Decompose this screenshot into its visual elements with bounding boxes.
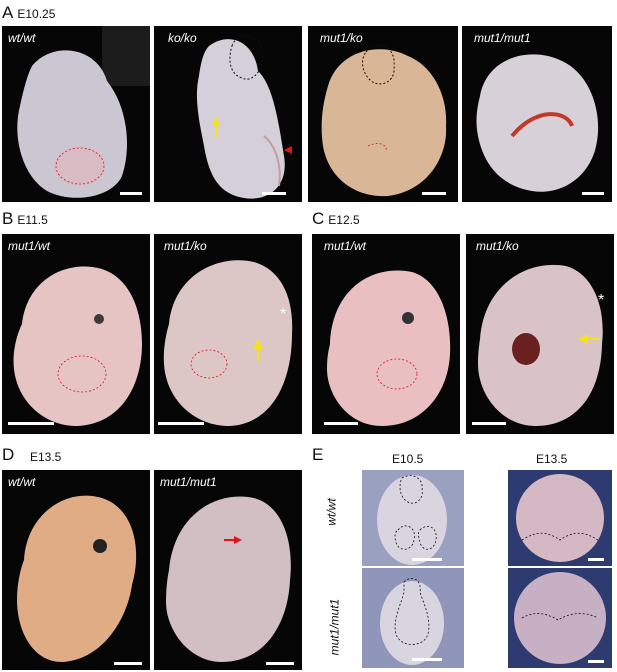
embryo-drawing (13, 266, 142, 426)
stage-label-c: E12.5 (328, 213, 360, 227)
genotype-label: mut1/wt (324, 239, 367, 253)
genotype-label: mut1/mut1 (474, 31, 531, 45)
embryo-drawing (196, 35, 292, 199)
image-c-mut1-wt: mut1/wt (312, 234, 460, 434)
asterisk-marker: * (598, 292, 605, 309)
embryo-drawing (478, 264, 603, 426)
embryo-drawing (17, 495, 137, 662)
scale-bar (588, 558, 604, 561)
stage-label-a: E10.25 (17, 7, 56, 21)
scale-bar (588, 660, 604, 663)
stage-label-e-13-5: E13.5 (536, 452, 568, 466)
genotype-label: wt/wt (8, 31, 36, 45)
genotype-label: mut1/ko (476, 239, 519, 253)
panel-label-b: B E11.5 (2, 209, 48, 228)
image-b-mut1-ko: mut1/ko * (154, 234, 302, 434)
scale-bar (412, 558, 442, 561)
stage-label-d: E13.5 (30, 450, 62, 464)
embryo-drawing (163, 260, 293, 426)
scale-bar (324, 422, 358, 425)
image-a-mut1-mut1: mut1/mut1 (462, 26, 612, 202)
scale-bar (120, 192, 142, 195)
image-a-wt-wt: wt/wt (2, 26, 150, 202)
genotype-label: mut1/mut1 (160, 475, 217, 489)
image-a-ko-ko: ko/ko (154, 26, 302, 202)
scale-bar (582, 192, 604, 195)
embryo-drawing (166, 496, 291, 662)
image-e-e13-5-mut1 (508, 568, 612, 668)
image-d-wt-wt: wt/wt (2, 470, 150, 670)
scale-bar (262, 192, 286, 195)
face-drawing (508, 568, 612, 668)
image-e-e10-5-wt (362, 470, 464, 566)
face-drawing (362, 568, 464, 668)
face-drawing (362, 470, 464, 566)
embryo-drawing (327, 270, 451, 426)
panel-label-d: D (2, 445, 15, 464)
genotype-label: mut1/wt (8, 239, 51, 253)
panel-label-e: E (312, 445, 324, 464)
image-c-mut1-ko: mut1/ko * (466, 234, 614, 434)
scale-bar (412, 658, 442, 661)
image-d-mut1-mut1: mut1/mut1 (154, 470, 302, 670)
scale-bar (266, 662, 294, 665)
genotype-label: mut1/ko (164, 239, 207, 253)
scale-bar (422, 192, 446, 195)
scale-bar (114, 662, 142, 665)
genotype-label: wt/wt (8, 475, 36, 489)
asterisk-marker: * (280, 306, 287, 323)
image-a-mut1-ko: mut1/ko (308, 26, 458, 202)
panel-label-a: A E10.25 (2, 3, 56, 22)
genotype-label-row-mut1: mut1/mut1 (327, 598, 342, 656)
scale-bar (158, 422, 204, 425)
scale-bar (8, 422, 54, 425)
genotype-label-row-wt: wt/wt (324, 498, 339, 526)
embryo-drawing (17, 26, 150, 198)
stage-label-e-10-5: E10.5 (392, 452, 424, 466)
embryo-drawing (321, 45, 447, 197)
stage-label-b: E11.5 (17, 213, 48, 227)
scale-bar (472, 422, 506, 425)
image-b-mut1-wt: mut1/wt (2, 234, 150, 434)
image-e-e13-5-wt (508, 470, 612, 566)
face-drawing (508, 470, 612, 566)
image-e-e10-5-mut1 (362, 568, 464, 668)
genotype-label: mut1/ko (320, 31, 363, 45)
genotype-label: ko/ko (168, 31, 197, 45)
panel-label-c: C E12.5 (312, 209, 360, 228)
embryo-drawing (476, 54, 599, 192)
